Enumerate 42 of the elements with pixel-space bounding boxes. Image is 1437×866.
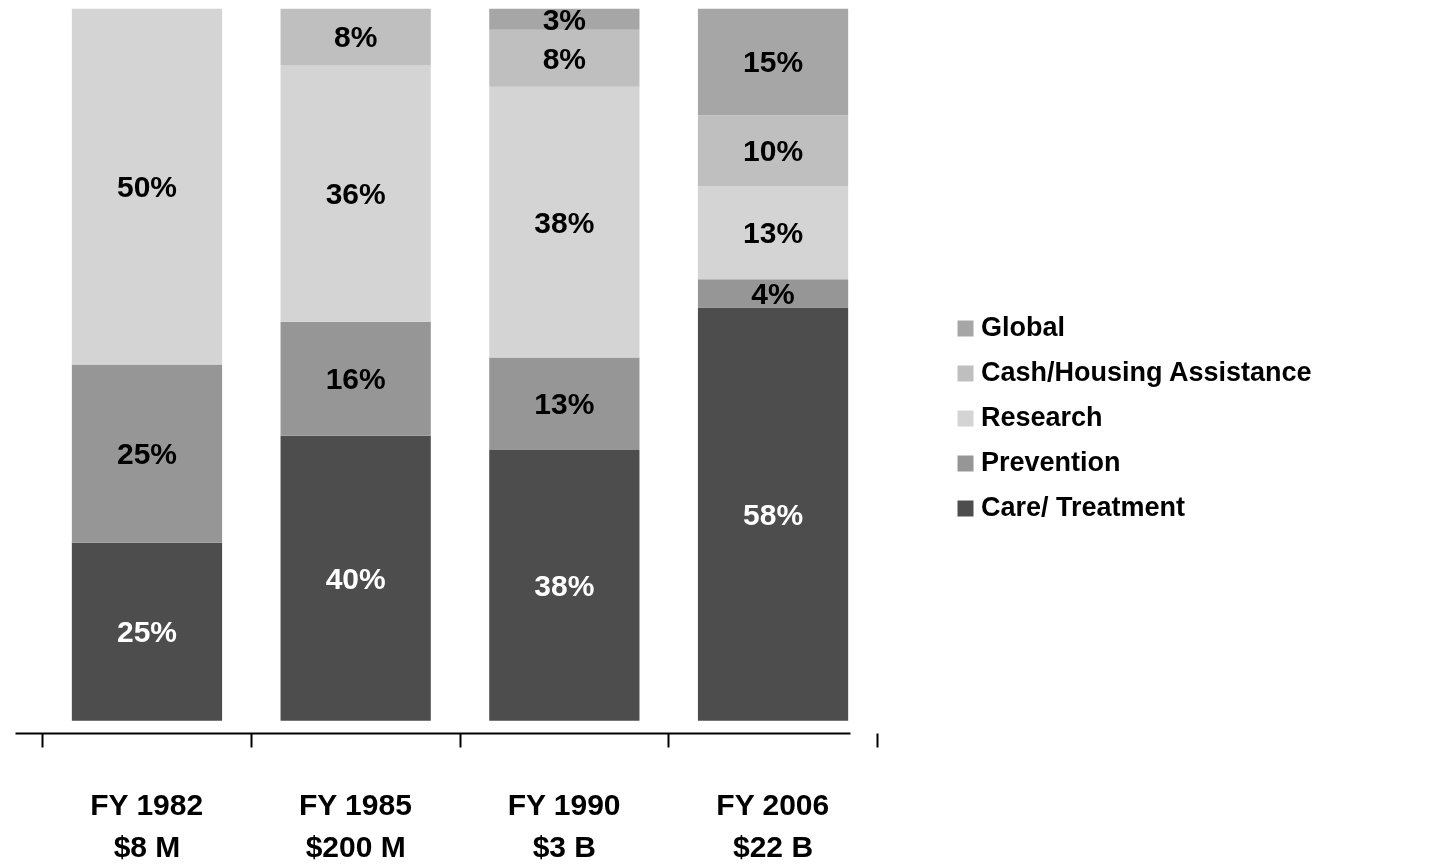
bar (280, 65, 431, 322)
bar (280, 435, 431, 721)
data-label: 40% (325, 561, 386, 595)
bar (71, 364, 223, 543)
x-tick-label: FY 1990 $3 B (507, 787, 621, 864)
data-label: 38% (534, 205, 595, 239)
bar (697, 186, 849, 280)
data-label: 4% (751, 276, 795, 310)
bar (697, 279, 849, 308)
data-label: 10% (743, 134, 804, 168)
data-label: 25% (116, 615, 177, 649)
legend-label: Prevention (981, 447, 1121, 478)
legend-label: Care/ Treatment (981, 492, 1186, 523)
data-label: 38% (534, 568, 595, 602)
data-label: 13% (534, 387, 595, 421)
bar (697, 307, 849, 721)
bar (697, 8, 849, 116)
legend-label: Cash/Housing Assistance (981, 357, 1312, 388)
data-label: 13% (743, 216, 804, 250)
bar (280, 8, 431, 66)
data-label: 8% (542, 41, 587, 75)
bar (489, 86, 640, 358)
data-label: 16% (325, 362, 386, 396)
bar (489, 29, 640, 87)
legend-label: Global (981, 312, 1066, 343)
bar (489, 450, 640, 721)
bar (697, 115, 849, 187)
data-label: 36% (325, 177, 386, 211)
x-tick-label: FY 1985 $200 M (298, 787, 412, 864)
data-label: 25% (116, 437, 177, 471)
bar (71, 542, 223, 721)
data-label: 3% (542, 2, 587, 36)
x-tick-label: FY 1982 $8 M (90, 787, 204, 864)
bar (489, 357, 640, 451)
bar (71, 8, 223, 365)
data-label: 8% (333, 20, 378, 54)
data-label: 58% (743, 497, 804, 531)
bar (280, 321, 431, 436)
data-label: 15% (743, 45, 804, 79)
legend-label: Research (981, 402, 1103, 433)
data-label: 50% (116, 170, 177, 204)
x-tick-label: FY 2006 $22 B (716, 787, 830, 864)
